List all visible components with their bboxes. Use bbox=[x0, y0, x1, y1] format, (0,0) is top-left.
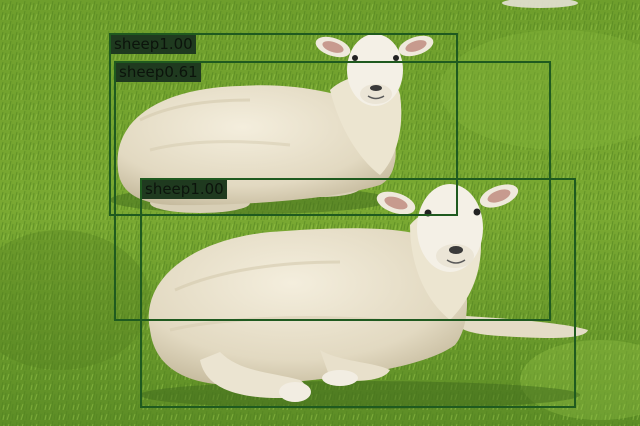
detection-score: 1.00 bbox=[159, 35, 192, 53]
detection-class: sheep bbox=[145, 180, 190, 198]
detection-class: sheep bbox=[114, 35, 159, 53]
detection-label-3: sheep1.00 bbox=[142, 180, 227, 199]
detection-score: 1.00 bbox=[190, 180, 223, 198]
detection-label-1: sheep1.00 bbox=[111, 35, 196, 54]
detection-label-2: sheep0.61 bbox=[116, 63, 201, 82]
detection-box-sheep-3: sheep1.00 bbox=[140, 178, 576, 408]
detection-score: 0.61 bbox=[164, 63, 197, 81]
detection-class: sheep bbox=[119, 63, 164, 81]
